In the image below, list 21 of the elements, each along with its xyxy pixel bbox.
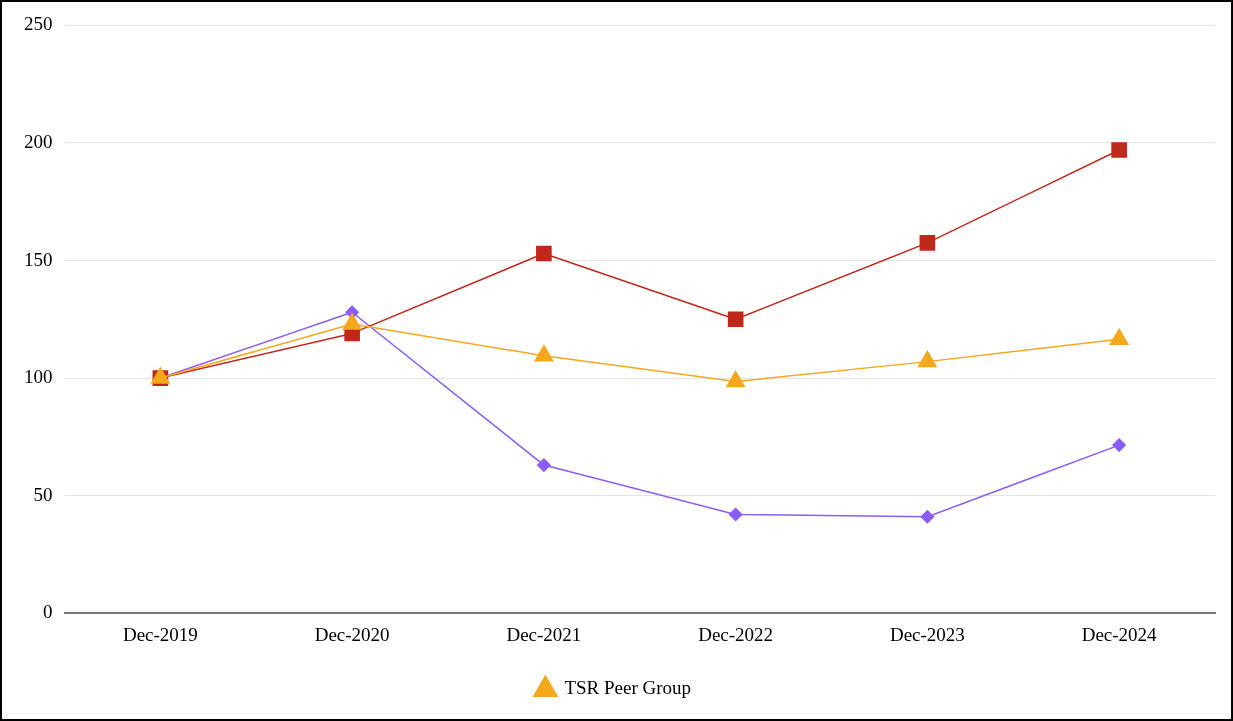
x-tick-label: Dec-2024 (1081, 623, 1158, 645)
y-tick-label: 50 (33, 483, 53, 505)
point (728, 507, 743, 522)
x-tick-label: Dec-2021 (506, 623, 582, 645)
point (919, 235, 936, 251)
y-tick-label: 100 (24, 366, 53, 388)
y-tick-label: 200 (24, 130, 53, 152)
point (920, 510, 935, 524)
point (727, 311, 744, 328)
point (537, 458, 551, 472)
point (1111, 142, 1127, 158)
x-tick-label: Dec-2020 (314, 623, 390, 645)
point (1112, 438, 1126, 452)
x-tick-label: Dec-2023 (889, 623, 965, 645)
y-tick-label: 0 (43, 601, 53, 623)
point (536, 245, 552, 262)
legend-label: TSR Peer Group (564, 677, 692, 699)
x-tick-label: Dec-2019 (122, 623, 198, 645)
x-tick-label: Dec-2022 (698, 623, 774, 645)
y-tick-label: 250 (24, 13, 53, 35)
y-tick-label: 150 (24, 248, 53, 270)
